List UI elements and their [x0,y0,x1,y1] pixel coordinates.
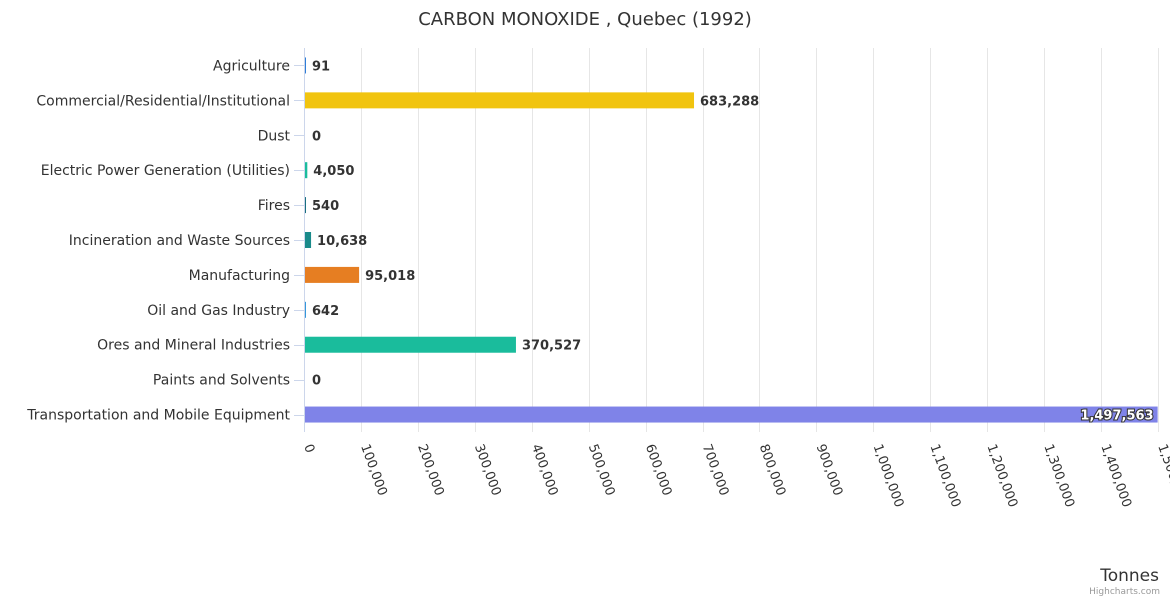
category-axis [294,48,305,432]
credits-link[interactable]: Highcharts.com [1089,587,1160,597]
tick-label: 0 [300,442,317,455]
bar[interactable] [305,92,695,109]
data-label: 540 [312,199,339,214]
tick-label: 1,400,000 [1097,442,1134,509]
chart-title: CARBON MONOXIDE , Quebec (1992) [418,9,752,30]
tick-label: 100,000 [357,442,389,498]
tick-label: 1,100,000 [927,442,964,509]
grid-lines [304,48,1159,432]
tick-label: 900,000 [813,442,845,498]
bar[interactable] [305,301,306,318]
bar[interactable] [305,197,306,214]
bar[interactable] [305,406,1158,423]
tick-label: 600,000 [642,442,674,498]
bar[interactable] [305,266,360,283]
bar[interactable] [305,232,312,248]
data-label: 683,288 [700,94,759,109]
bar[interactable] [305,57,306,74]
category-label: Commercial/Residential/Institutional [36,93,290,109]
category-label: Incineration and Waste Sources [69,233,290,249]
category-label: Oil and Gas Industry [147,303,290,319]
data-label: 0 [312,374,321,389]
tick-label: 200,000 [414,442,446,498]
x-axis-title: Tonnes [1099,566,1159,586]
data-label: 91 [312,59,330,74]
category-label: Fires [258,198,290,214]
category-label: Transportation and Mobile Equipment [26,408,290,424]
tick-label: 500,000 [585,442,617,498]
tick-label: 800,000 [756,442,788,498]
category-label: Ores and Mineral Industries [97,338,290,354]
bars [305,57,1158,423]
category-label: Agriculture [213,58,290,74]
tick-label: 400,000 [528,442,560,498]
data-label: 642 [312,304,339,319]
tick-labels: 0 100,000 200,000 300,000 400,000 500,000 600,… [300,442,1170,509]
bar[interactable] [305,162,308,179]
data-labels: 91 683,288 0 4,050 540 10,638 95,018 642 370,527… [312,59,1155,424]
data-label: 0 [312,129,321,144]
category-label: Dust [258,128,291,144]
data-label: 10,638 [317,234,367,249]
tick-label: 1,300,000 [1040,442,1077,509]
category-label: Paints and Solvents [153,373,290,389]
category-label: Electric Power Generation (Utilities) [41,163,290,179]
data-label: 370,527 [522,339,581,354]
tick-label: 1,000,000 [870,442,907,509]
tick-label: 1,500,000 [1154,442,1170,509]
data-label: 1,497,563 [1080,409,1153,424]
data-label: 95,018 [365,269,415,284]
bar[interactable] [305,336,516,353]
data-label: 4,050 [313,164,354,179]
category-label: Manufacturing [189,268,290,284]
tick-label: 1,200,000 [983,442,1020,509]
category-labels: Agriculture Commercial/Residential/Instit… [26,58,290,423]
tick-label: 300,000 [471,442,503,498]
tick-label: 700,000 [699,442,731,498]
